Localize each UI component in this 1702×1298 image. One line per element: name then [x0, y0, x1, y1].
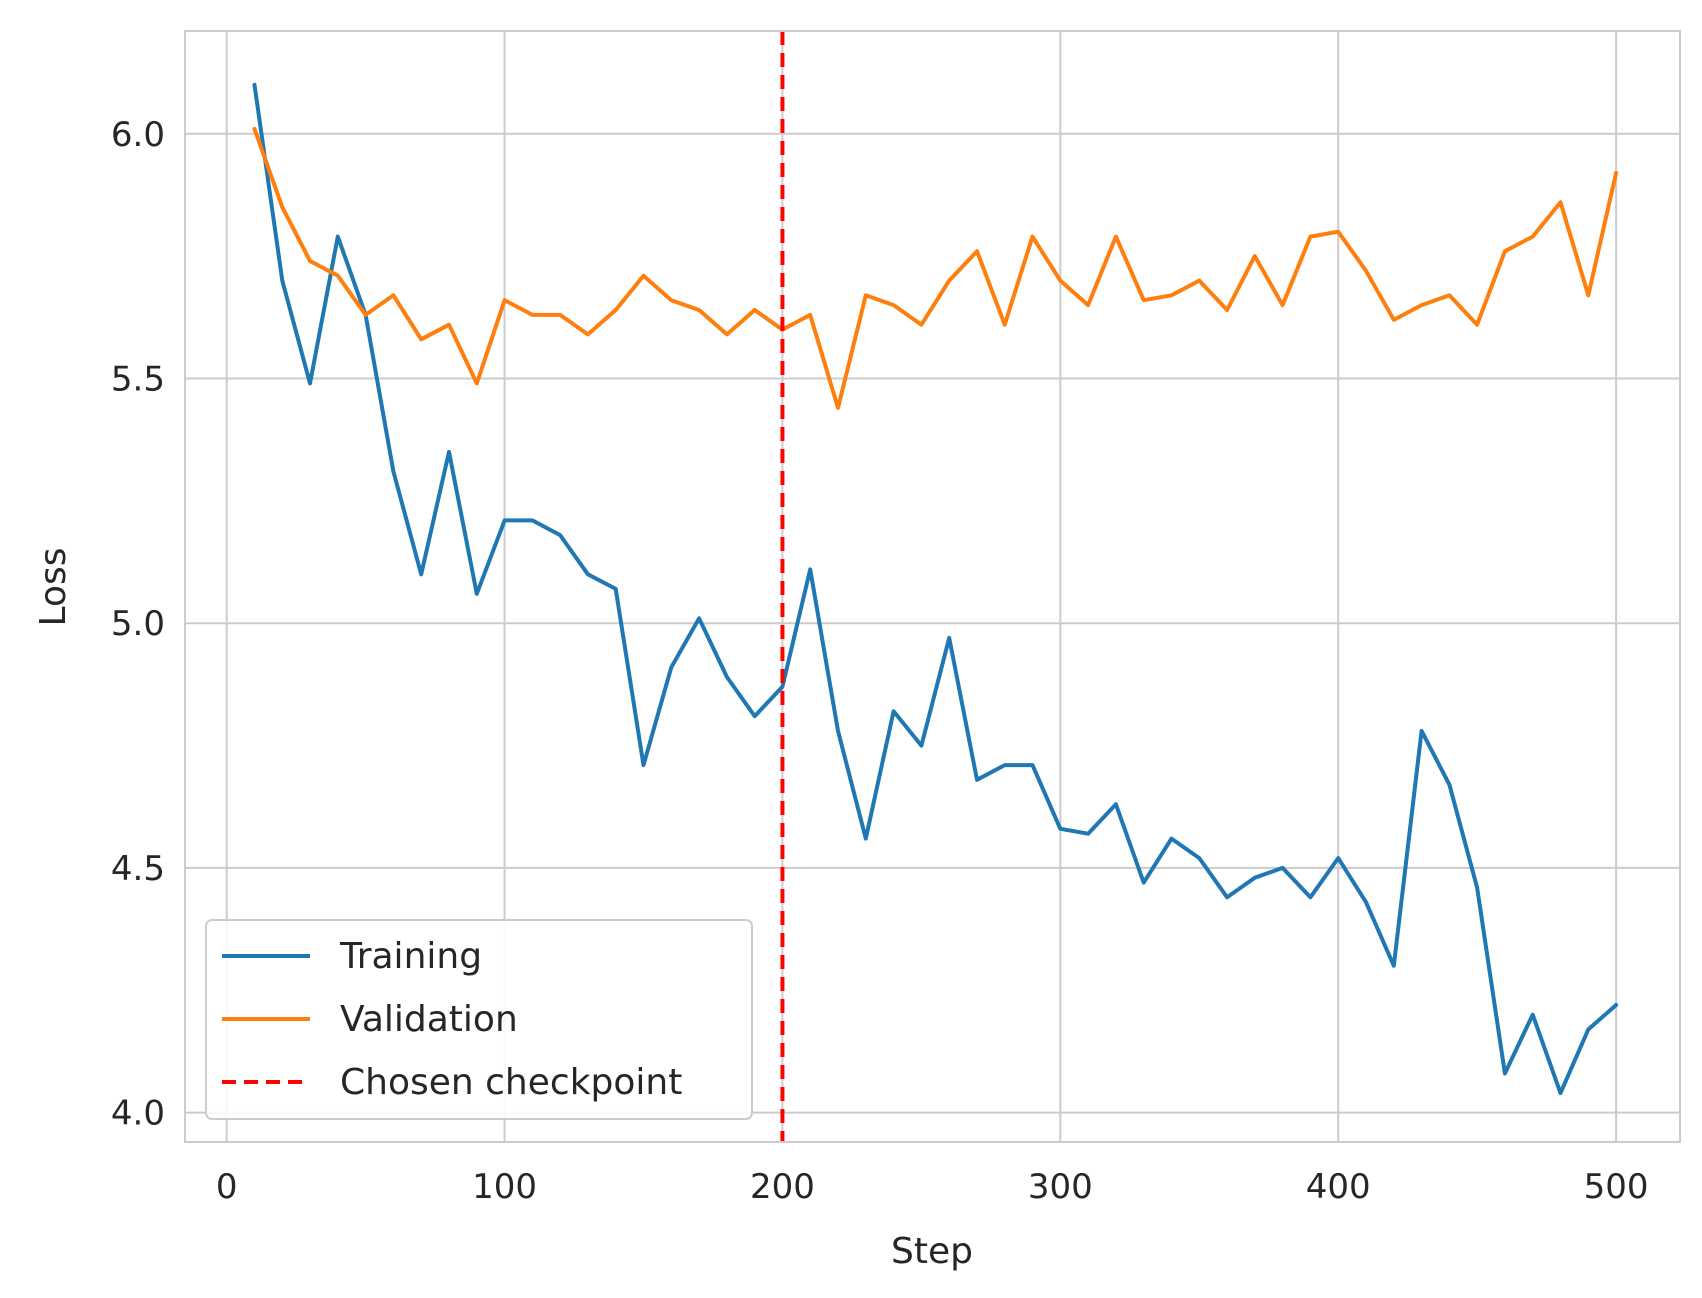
y-tick-labels: 4.0 4.5 5.0 5.5 6.0 — [111, 115, 165, 1134]
series-line-validation — [252, 126, 1619, 410]
legend-label-training: Training — [339, 936, 482, 977]
x-tick-label: 500 — [1584, 1167, 1649, 1207]
x-tick-label: 400 — [1306, 1167, 1371, 1207]
plot-frame — [184, 30, 1681, 1143]
y-tick-label: 5.5 — [111, 359, 165, 399]
y-tick-label: 4.5 — [111, 849, 165, 889]
y-axis-label: Loss — [33, 548, 74, 627]
y-tick-label: 6.0 — [111, 115, 165, 155]
x-axis-label: Step — [891, 1231, 973, 1272]
x-tick-labels: 0 100 200 300 400 500 — [216, 1167, 1649, 1207]
y-tick-label: 4.0 — [111, 1094, 165, 1134]
legend-label-chosen-checkpoint: Chosen checkpoint — [340, 1062, 682, 1103]
series-layer — [252, 31, 1619, 1142]
y-tick-label: 5.0 — [111, 604, 165, 644]
x-tick-label: 300 — [1028, 1167, 1093, 1207]
legend: Training Validation Chosen checkpoint — [205, 919, 753, 1120]
legend-box — [205, 919, 753, 1120]
x-tick-label: 100 — [472, 1167, 537, 1207]
x-tick-label: 200 — [750, 1167, 815, 1207]
series-line-training — [252, 82, 1619, 1096]
legend-label-validation: Validation — [340, 999, 518, 1040]
x-tick-label: 0 — [216, 1167, 238, 1207]
